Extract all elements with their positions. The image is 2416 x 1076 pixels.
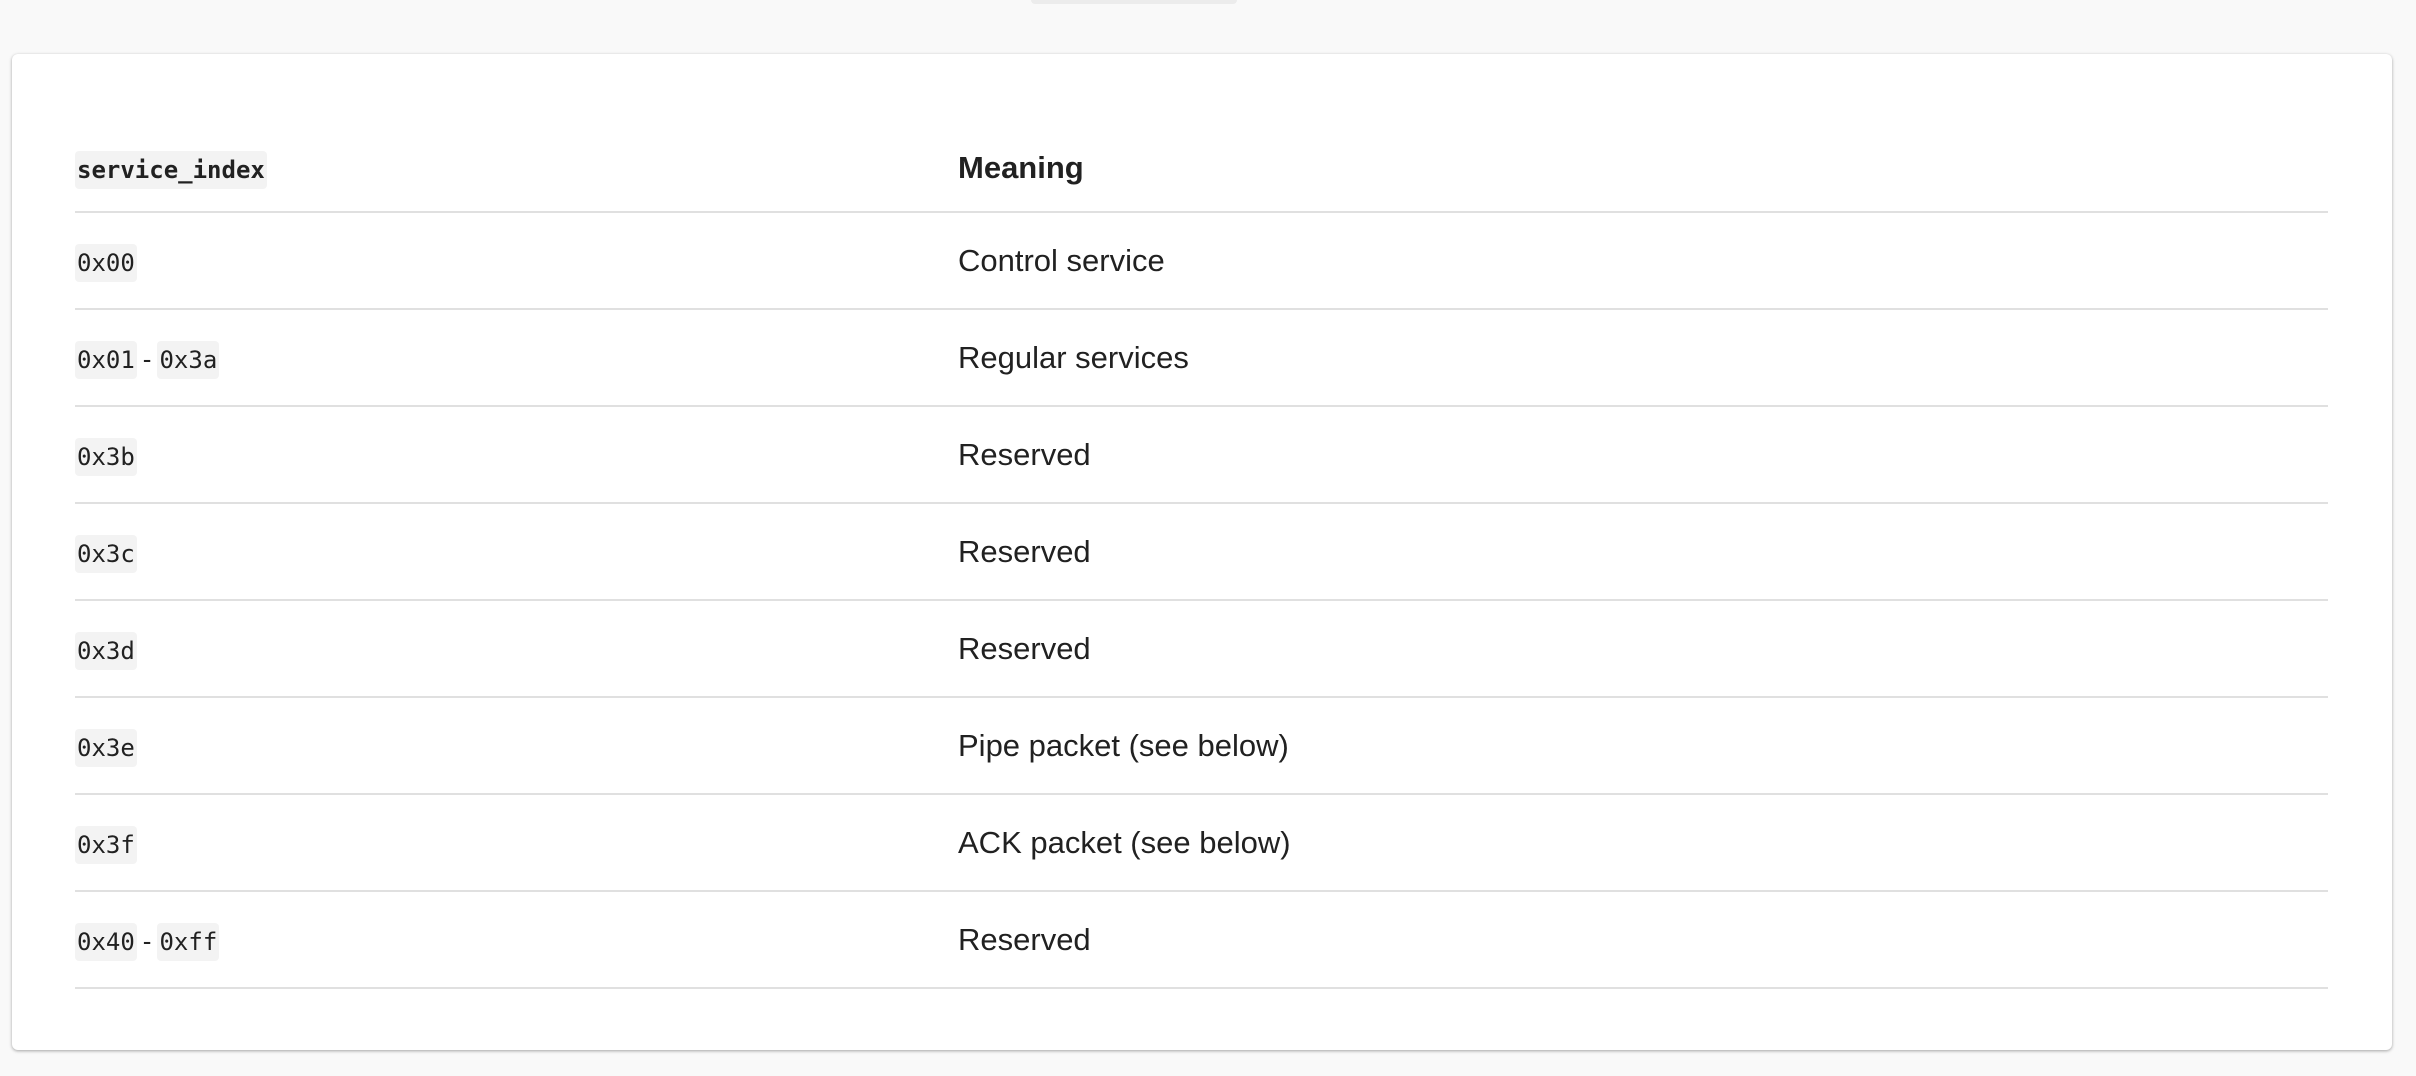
meaning-cell: Regular services	[958, 309, 2328, 407]
service-index-cell: 0x3c	[75, 503, 958, 601]
service-index-value: 0x01	[75, 340, 137, 379]
table-row: 0x3f ACK packet (see below)	[75, 794, 2328, 892]
table-row: 0x00 Control service	[75, 212, 2328, 310]
meaning-cell: Control service	[958, 212, 2328, 310]
service-index-cell: 0x3f	[75, 794, 958, 892]
content-card: service_index Meaning 0x00 Control servic…	[12, 54, 2392, 1050]
service-index-cell: 0x3e	[75, 697, 958, 795]
range-separator: -	[142, 925, 152, 956]
service-index-value: 0x00	[75, 243, 137, 282]
range-separator: -	[142, 343, 152, 374]
service-index-value: 0x3f	[75, 825, 137, 864]
service-index-cell: 0x01-0x3a	[75, 309, 958, 407]
table-row: 0x3c Reserved	[75, 503, 2328, 601]
meaning-cell: Reserved	[958, 600, 2328, 698]
service-index-value: 0x3d	[75, 631, 137, 670]
table-row: 0x3e Pipe packet (see below)	[75, 697, 2328, 795]
table-row: 0x01-0x3a Regular services	[75, 309, 2328, 407]
meaning-cell: Pipe packet (see below)	[958, 697, 2328, 795]
service-index-value: 0x3b	[75, 437, 137, 476]
service-index-cell: 0x3b	[75, 406, 958, 504]
table-row: 0x3d Reserved	[75, 600, 2328, 698]
meaning-cell: Reserved	[958, 406, 2328, 504]
service-index-cell: 0x00	[75, 212, 958, 310]
service-index-cell: 0x40-0xff	[75, 891, 958, 989]
header-service-index: service_index	[75, 124, 958, 213]
meaning-cell: Reserved	[958, 503, 2328, 601]
service-index-value: 0x3a	[157, 340, 220, 379]
meaning-cell: ACK packet (see below)	[958, 794, 2328, 892]
header-meaning: Meaning	[958, 124, 2328, 213]
top-tab-indicator	[1031, 0, 1237, 4]
table-row: 0x40-0xff Reserved	[75, 891, 2328, 989]
table-header-row: service_index Meaning	[75, 124, 2328, 213]
service-index-value: 0x3c	[75, 534, 137, 573]
service-index-cell: 0x3d	[75, 600, 958, 698]
service-index-value: 0xff	[157, 922, 220, 961]
service-index-table: service_index Meaning 0x00 Control servic…	[75, 124, 2328, 989]
service-index-value: 0x40	[75, 922, 137, 961]
table-row: 0x3b Reserved	[75, 406, 2328, 504]
service-index-value: 0x3e	[75, 728, 137, 767]
header-code: service_index	[75, 150, 267, 189]
meaning-cell: Reserved	[958, 891, 2328, 989]
